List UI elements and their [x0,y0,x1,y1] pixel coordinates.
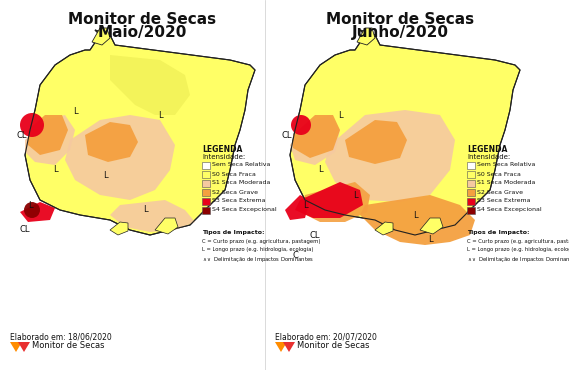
Polygon shape [85,122,138,162]
Polygon shape [25,30,255,235]
Polygon shape [357,28,375,45]
Text: L: L [143,205,147,215]
Text: Tipos de Impacto:: Tipos de Impacto: [202,230,265,235]
Text: Monitor de Secas: Monitor de Secas [68,12,216,27]
Text: L = Longo prazo (e.g. hidrologia, ecologia): L = Longo prazo (e.g. hidrologia, ecolog… [202,247,314,252]
Text: S3 Seca Extrema: S3 Seca Extrema [212,198,266,204]
Text: L: L [158,111,162,120]
Polygon shape [25,115,75,165]
Text: Junho/2020: Junho/2020 [352,25,448,40]
Text: S3 Seca Extrema: S3 Seca Extrema [477,198,530,204]
Text: Intensidade:: Intensidade: [202,154,245,160]
Polygon shape [10,342,22,352]
FancyBboxPatch shape [467,189,475,196]
Polygon shape [293,115,340,158]
Text: LEGENDA: LEGENDA [467,145,508,154]
Text: CL: CL [310,231,320,239]
Text: L: L [428,235,432,245]
Polygon shape [345,120,407,164]
Circle shape [291,115,311,135]
Text: CL: CL [282,131,292,139]
Text: L: L [353,191,357,199]
Text: S1 Seca Moderada: S1 Seca Moderada [212,181,270,185]
Text: S0 Seca Fraca: S0 Seca Fraca [477,172,521,176]
Polygon shape [28,115,68,155]
Text: Tipos de Impacto:: Tipos de Impacto: [467,230,530,235]
Text: L = Longo prazo (e.g. hidrologia, ecologia): L = Longo prazo (e.g. hidrologia, ecolog… [467,247,569,252]
Circle shape [24,202,40,218]
Text: S0 Seca Fraca: S0 Seca Fraca [212,172,256,176]
Text: Sem Seca Relativa: Sem Seca Relativa [477,162,535,168]
Text: L: L [318,165,322,175]
Polygon shape [290,115,340,165]
Text: L: L [413,211,417,219]
Polygon shape [110,222,128,235]
Polygon shape [325,110,455,202]
FancyBboxPatch shape [202,189,210,196]
Text: CL: CL [20,225,30,235]
Text: $\wedge\vee$ Delimitação de Impactos Dominantes: $\wedge\vee$ Delimitação de Impactos Dom… [467,255,569,264]
Text: S4 Seca Excepcional: S4 Seca Excepcional [477,208,542,212]
Text: S4 Seca Excepcional: S4 Seca Excepcional [212,208,277,212]
Polygon shape [65,115,175,200]
Text: Elaborado em: 20/07/2020: Elaborado em: 20/07/2020 [275,332,377,341]
Polygon shape [290,30,520,235]
Text: S2 Seca Grave: S2 Seca Grave [477,189,523,195]
Text: Maio/2020: Maio/2020 [97,25,187,40]
Circle shape [20,113,44,137]
Polygon shape [92,28,110,45]
Text: C: C [292,250,298,259]
Text: L: L [102,171,108,179]
Polygon shape [155,218,178,234]
Polygon shape [110,55,190,115]
FancyBboxPatch shape [467,198,475,205]
Polygon shape [295,182,363,218]
FancyBboxPatch shape [202,180,210,187]
Text: Sem Seca Relativa: Sem Seca Relativa [212,162,270,168]
Text: Intensidade:: Intensidade: [467,154,510,160]
Text: Monitor de Secas: Monitor de Secas [326,12,474,27]
Text: C = Curto prazo (e.g. agricultura, pastagem): C = Curto prazo (e.g. agricultura, pasta… [202,239,320,244]
Text: S1 Seca Moderada: S1 Seca Moderada [477,181,535,185]
FancyBboxPatch shape [467,180,475,187]
Text: LEGENDA: LEGENDA [202,145,242,154]
Text: L: L [303,201,307,209]
Polygon shape [360,195,475,245]
Text: L: L [28,201,32,209]
Text: C = Curto prazo (e.g. agricultura, pastagem): C = Curto prazo (e.g. agricultura, pasta… [467,239,569,244]
Polygon shape [300,182,370,222]
FancyBboxPatch shape [202,171,210,178]
Text: L: L [337,111,343,120]
Text: $\wedge\vee$ Delimitação de Impactos Dominantes: $\wedge\vee$ Delimitação de Impactos Dom… [202,255,314,264]
FancyBboxPatch shape [202,198,210,205]
Polygon shape [275,342,287,352]
Text: Monitor de Secas: Monitor de Secas [32,342,105,350]
FancyBboxPatch shape [202,162,210,169]
Polygon shape [18,342,30,352]
Text: CL: CL [17,131,27,139]
Text: Elaborado em: 18/06/2020: Elaborado em: 18/06/2020 [10,332,112,341]
Text: Monitor de Secas: Monitor de Secas [297,342,369,350]
FancyBboxPatch shape [467,171,475,178]
Polygon shape [20,202,55,222]
Text: L: L [73,108,77,117]
Polygon shape [110,200,195,232]
FancyBboxPatch shape [202,207,210,214]
Text: L: L [53,165,57,175]
Polygon shape [375,222,393,235]
Text: S2 Seca Grave: S2 Seca Grave [212,189,258,195]
Polygon shape [285,195,310,220]
FancyBboxPatch shape [467,162,475,169]
FancyBboxPatch shape [467,207,475,214]
Polygon shape [420,218,443,234]
Polygon shape [283,342,295,352]
